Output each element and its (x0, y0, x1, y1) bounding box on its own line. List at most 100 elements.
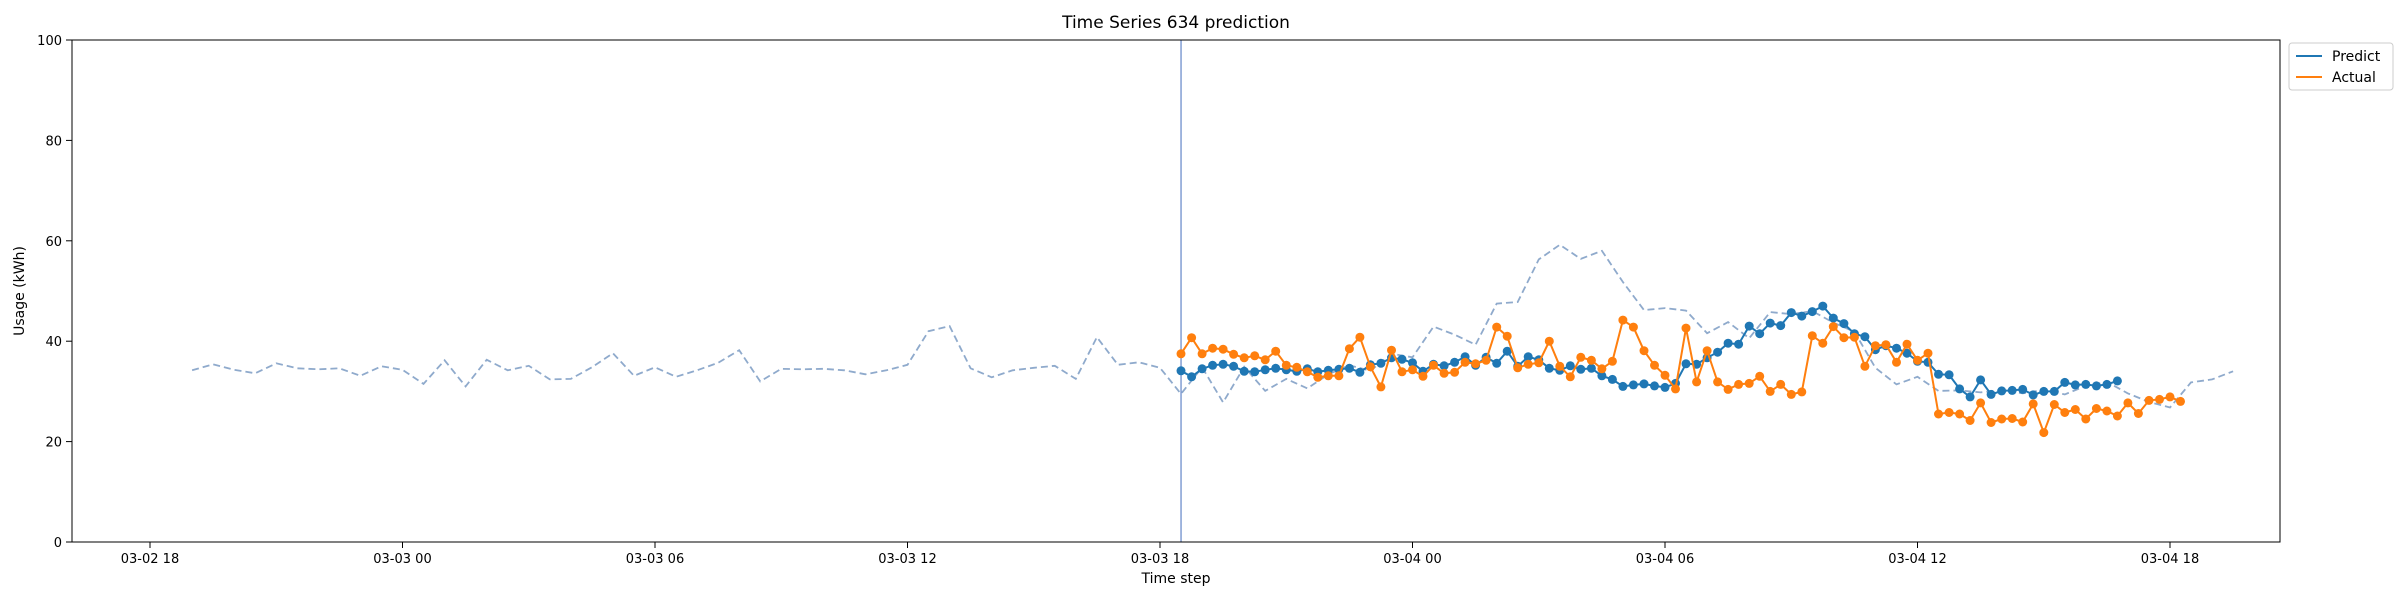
actual-point (1797, 387, 1807, 397)
actual-point (2039, 428, 2049, 438)
predict-point (1450, 357, 1460, 367)
actual-point (1502, 331, 1512, 341)
actual-point (1807, 331, 1817, 341)
actual-point (2165, 392, 2175, 402)
actual-point (1250, 351, 1260, 361)
predict-point (1734, 339, 1744, 349)
actual-point (1481, 355, 1491, 365)
actual-point (1376, 382, 1386, 392)
actual-point (2018, 417, 2028, 427)
actual-point (1849, 332, 1859, 342)
actual-point (1544, 336, 1554, 346)
predict-point (1250, 367, 1260, 377)
predict-point (1229, 361, 1239, 371)
actual-point (1523, 359, 1533, 369)
predict-point (1408, 358, 1417, 368)
actual-point (2102, 406, 2112, 416)
actual-point (1323, 371, 1333, 381)
actual-point (2123, 398, 2133, 408)
predict-point (1807, 307, 1817, 317)
predict-point (1502, 346, 1512, 356)
predict-point (1597, 371, 1607, 381)
actual-point (1302, 367, 1312, 377)
predict-point (1397, 354, 1407, 364)
x-tick-label: 03-04 00 (1383, 552, 1441, 567)
legend-frame (2288, 42, 2394, 91)
actual-point (1197, 349, 1207, 359)
predict-point (1376, 358, 1386, 368)
predict-series (1176, 301, 2122, 402)
predict-point (1218, 359, 1228, 369)
predict-point (1650, 381, 1659, 391)
x-tick-label: 03-04 06 (1636, 552, 1694, 567)
predict-point (1260, 365, 1270, 375)
predict-point (1344, 363, 1354, 373)
predict-point (1902, 348, 1912, 358)
predict-point (1923, 357, 1933, 367)
x-tick-label: 03-02 18 (121, 552, 179, 567)
predict-point (2102, 379, 2112, 389)
x-tick-label: 03-03 00 (373, 552, 431, 567)
actual-point (2176, 396, 2185, 406)
x-tick-label: 03-03 06 (626, 552, 684, 567)
actual-point (1292, 362, 1302, 372)
actual-point (1818, 338, 1828, 348)
predict-point (2060, 377, 2070, 387)
actual-point (1334, 371, 1344, 381)
predict-point (2081, 379, 2091, 389)
plot-area (191, 40, 2234, 542)
predict-point (2028, 390, 2038, 400)
actual-point (1986, 418, 1996, 427)
actual-point (1218, 344, 1228, 354)
predict-point (1607, 374, 1617, 384)
y-tick-label: 80 (45, 134, 62, 149)
actual-point (1555, 361, 1565, 371)
actual-point (1765, 386, 1775, 396)
actual-point (1660, 370, 1670, 380)
legend-label-actual: Actual (2332, 70, 2376, 86)
predict-point (1776, 321, 1786, 331)
predict-point (1618, 381, 1628, 391)
actual-point (1702, 346, 1712, 356)
actual-point (1744, 378, 1754, 388)
predict-point (1839, 319, 1849, 329)
actual-point (2028, 399, 2038, 409)
actual-point (2133, 409, 2143, 418)
actual-point (1534, 358, 1544, 368)
actual-point (1439, 368, 1449, 378)
predict-point (1660, 382, 1670, 392)
predict-point (1934, 369, 1943, 379)
predict-point (1492, 358, 1502, 368)
actual-point (1176, 349, 1186, 359)
predict-point (1628, 380, 1638, 390)
x-axis: 03-02 18 03-03 00 03-03 06 03-03 12 03-03 18… (121, 542, 2199, 567)
actual-point (1450, 367, 1460, 377)
y-tick-label: 20 (45, 436, 62, 451)
x-tick-label: 03-03 12 (878, 552, 936, 567)
y-tick-label: 100 (37, 34, 62, 49)
actual-point (1755, 371, 1765, 381)
actual-point (1565, 372, 1575, 382)
predict-point (1986, 389, 1996, 399)
x-tick-label: 03-03 18 (1131, 552, 1189, 567)
actual-point (1355, 332, 1365, 342)
predict-point (2049, 386, 2059, 396)
actual-point (2144, 395, 2154, 405)
actual-point (2091, 404, 2101, 413)
actual-point (1260, 355, 1270, 365)
x-tick-label: 03-04 18 (2141, 552, 2199, 567)
actual-point (2155, 394, 2164, 404)
actual-point (1776, 379, 1786, 389)
predict-point (1208, 360, 1218, 370)
actual-point (1576, 352, 1586, 362)
actual-point (1408, 365, 1417, 375)
predict-point (1271, 363, 1281, 373)
predict-point (1860, 332, 1870, 342)
actual-point (1208, 343, 1218, 353)
actual-point (1955, 409, 1965, 419)
predict-point (1523, 352, 1533, 362)
actual-point (2112, 411, 2122, 421)
actual-point (1902, 339, 1912, 349)
actual-series (1176, 315, 2185, 438)
